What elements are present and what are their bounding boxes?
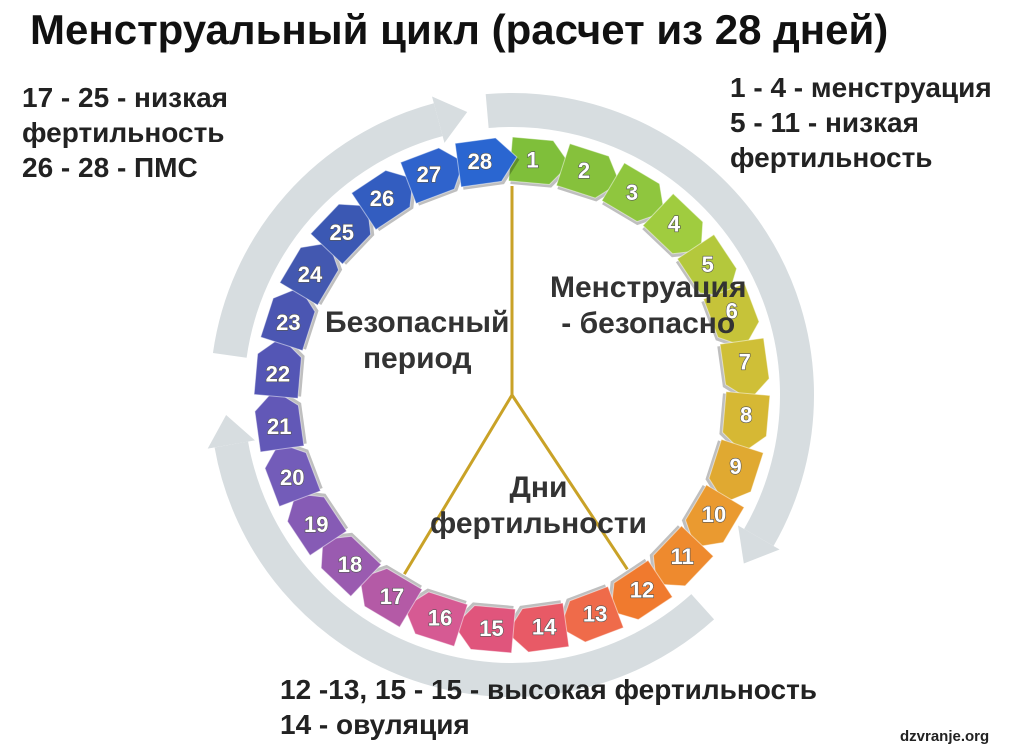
svg-text:22: 22 [266,361,290,386]
watermark: dzvranje.org [900,728,989,745]
svg-text:16: 16 [428,605,452,630]
svg-text:23: 23 [276,310,300,335]
annotation-top_right: 1 - 4 - менструация 5 - 11 - низкая ферт… [730,70,992,175]
svg-text:21: 21 [267,414,291,439]
infographic-canvas: Менструальный цикл (расчет из 28 дней) 1… [0,0,1024,749]
svg-text:20: 20 [280,465,304,490]
svg-text:26: 26 [370,186,394,211]
svg-text:12: 12 [630,578,654,603]
svg-text:2: 2 [578,158,590,183]
svg-text:13: 13 [583,602,607,627]
sector-label-fertile_days: Дни фертильности [430,470,647,542]
svg-text:1: 1 [526,148,538,173]
svg-text:17: 17 [380,584,404,609]
svg-text:10: 10 [702,502,726,527]
annotation-top_left: 17 - 25 - низкая фертильность 26 - 28 - … [22,80,228,185]
svg-text:24: 24 [298,262,323,287]
svg-text:25: 25 [329,220,353,245]
svg-text:9: 9 [730,454,742,479]
sector-label-menstruation_safe: Менструация - безопасно [550,270,746,342]
svg-text:15: 15 [479,616,503,641]
svg-text:27: 27 [417,162,441,187]
sector-label-safe_period: Безопасный период [325,305,509,377]
svg-text:28: 28 [468,149,492,174]
annotation-bottom: 12 -13, 15 - 15 - высокая фертильность 1… [280,672,817,742]
svg-text:11: 11 [671,544,694,569]
svg-text:18: 18 [338,552,362,577]
svg-text:19: 19 [304,512,328,537]
svg-text:3: 3 [626,180,638,205]
svg-text:4: 4 [668,212,681,237]
svg-text:8: 8 [740,402,752,427]
svg-text:7: 7 [739,350,751,375]
svg-text:14: 14 [532,615,557,640]
